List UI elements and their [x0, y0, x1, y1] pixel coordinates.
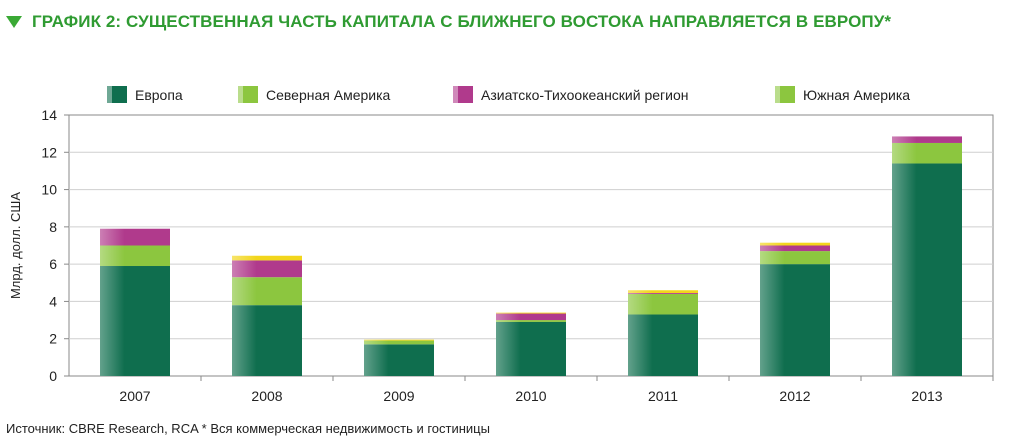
triangle-down-icon	[6, 16, 22, 28]
y-tick-label: 0	[49, 368, 57, 384]
legend-swatch	[243, 86, 258, 103]
legend-label: Северная Америка	[266, 87, 391, 103]
y-tick-label: 10	[41, 182, 57, 198]
legend-label: Южная Америка	[803, 87, 910, 103]
x-tick-label: 2009	[383, 388, 414, 404]
x-tick-label: 2008	[251, 388, 282, 404]
legend-swatch	[458, 86, 473, 103]
bar-segment	[496, 313, 566, 321]
y-tick-label: 4	[49, 293, 57, 309]
y-tick-label: 8	[49, 219, 57, 235]
bar-segment	[232, 277, 302, 306]
bar-segment	[496, 321, 566, 376]
stacked-bar-chart: 0 2 4 6 8 10 12 14 Млрд. долл. США 2007 2008 2009 20…	[8, 86, 994, 404]
bar-segment	[232, 255, 302, 261]
bar-segment	[892, 142, 962, 164]
bar-segment	[628, 314, 698, 376]
legend-swatch	[112, 86, 127, 103]
source-note: Источник: CBRE Research, RCA * Вся комме…	[6, 421, 490, 436]
bar-segment	[100, 266, 170, 376]
legend-label: Азиатско-Тихоокеанский регион	[481, 87, 688, 103]
chart-title-bar: ГРАФИК 2: СУЩЕСТВЕННАЯ ЧАСТЬ КАПИТАЛА С …	[6, 7, 891, 37]
bar-segment	[496, 312, 566, 314]
bar-segment	[628, 290, 698, 294]
bar-segment	[760, 264, 830, 376]
y-tick-label: 12	[41, 144, 57, 160]
chart-title: ГРАФИК 2: СУЩЕСТВЕННАЯ ЧАСТЬ КАПИТАЛА С …	[32, 12, 892, 31]
bar-segment	[760, 245, 830, 252]
y-axis-label: Млрд. долл. США	[8, 192, 23, 299]
legend-swatch-light	[238, 86, 243, 103]
chart-container: 0 2 4 6 8 10 12 14 Млрд. долл. США 2007 2008 2009 20…	[0, 60, 1024, 410]
bar-segment	[496, 320, 566, 322]
y-tick-label: 6	[49, 256, 57, 272]
x-tick-label: 2012	[779, 388, 810, 404]
bar-segment	[232, 305, 302, 376]
legend-swatch-light	[107, 86, 112, 103]
legend-swatch-light	[775, 86, 780, 103]
legend-swatch-light	[453, 86, 458, 103]
bar-segment	[892, 163, 962, 376]
bar-segment	[364, 340, 434, 345]
y-tick-label: 2	[49, 331, 57, 347]
bar-segment	[760, 242, 830, 246]
bar-segment	[364, 339, 434, 341]
legend-label: Европа	[135, 87, 183, 103]
bar-segment	[628, 293, 698, 315]
x-tick-label: 2013	[911, 388, 942, 404]
x-tick-label: 2011	[648, 388, 678, 404]
legend-swatch	[780, 86, 795, 103]
bar-segment	[760, 251, 830, 265]
bar-segment	[232, 260, 302, 278]
x-tick-label: 2010	[515, 388, 546, 404]
bar-segment	[100, 228, 170, 246]
bar-segment	[100, 245, 170, 267]
bar-segment	[628, 293, 698, 294]
y-tick-label: 14	[41, 107, 57, 123]
bar-segment	[364, 344, 434, 376]
bar-segment	[892, 136, 962, 143]
x-tick-label: 2007	[119, 388, 150, 404]
